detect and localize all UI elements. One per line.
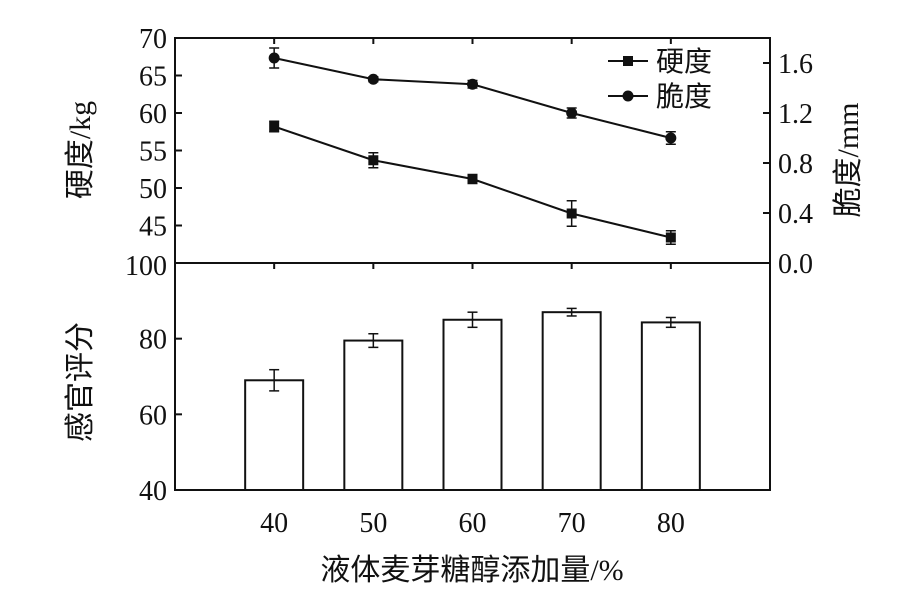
left-tick-label: 50 <box>139 174 167 205</box>
right-axis-label-brittleness: 脆度/mm <box>832 102 865 217</box>
brittleness-point <box>566 107 578 119</box>
right-tick-label: 1.6 <box>778 49 813 80</box>
left-tick-label: 60 <box>139 99 167 130</box>
x-tick-label: 70 <box>558 508 586 539</box>
legend-hardness-marker <box>623 56 633 66</box>
right-tick-label: 1.2 <box>778 99 813 130</box>
bottom-left-tick-label: 80 <box>139 325 167 356</box>
x-tick-label: 50 <box>359 508 387 539</box>
right-tick-label: 0.8 <box>778 149 813 180</box>
brittleness-point <box>268 52 280 64</box>
series-line-brittleness <box>273 57 672 139</box>
bottom-left-tick-label: 60 <box>139 400 167 431</box>
brittleness-point <box>467 78 478 90</box>
left-tick-label: 45 <box>139 212 167 243</box>
x-tick-label: 40 <box>260 508 288 539</box>
hardness-point <box>665 232 676 243</box>
brittleness-point <box>665 132 677 144</box>
left-tick-label: 70 <box>139 24 167 55</box>
sensory-bar <box>343 339 404 491</box>
bottom-left-tick-label: 100 <box>125 251 167 282</box>
legend-hardness-label: 硬度 <box>656 46 712 78</box>
legend: 硬度 脆度 <box>608 46 712 113</box>
x-axis-label: 液体麦芽糖醇添加量/% <box>320 554 623 587</box>
hardness-point <box>269 121 280 132</box>
brittleness-point <box>367 73 379 85</box>
sensory-bar <box>640 321 701 492</box>
right-tick-label: 0.4 <box>778 199 813 230</box>
legend-brittleness-label: 脆度 <box>656 81 712 113</box>
sensory-bar <box>541 311 602 491</box>
left-axis-label-hardness: 硬度/kg <box>64 101 97 199</box>
left-tick-label: 65 <box>139 62 167 93</box>
left-tick-label: 55 <box>139 137 167 168</box>
hardness-point <box>566 208 577 219</box>
hardness-point <box>467 174 478 184</box>
x-tick-label: 80 <box>657 508 685 539</box>
sensory-bar <box>244 379 305 491</box>
sensory-bar <box>442 318 503 491</box>
legend-brittleness-marker <box>622 90 634 102</box>
x-tick-label: 60 <box>459 508 487 539</box>
hardness-point <box>368 155 379 166</box>
bottom-left-tick-label: 40 <box>139 476 167 507</box>
right-tick-label: 0.0 <box>778 249 813 280</box>
bottom-left-axis-label-sensory: 感官评分 <box>64 322 97 442</box>
